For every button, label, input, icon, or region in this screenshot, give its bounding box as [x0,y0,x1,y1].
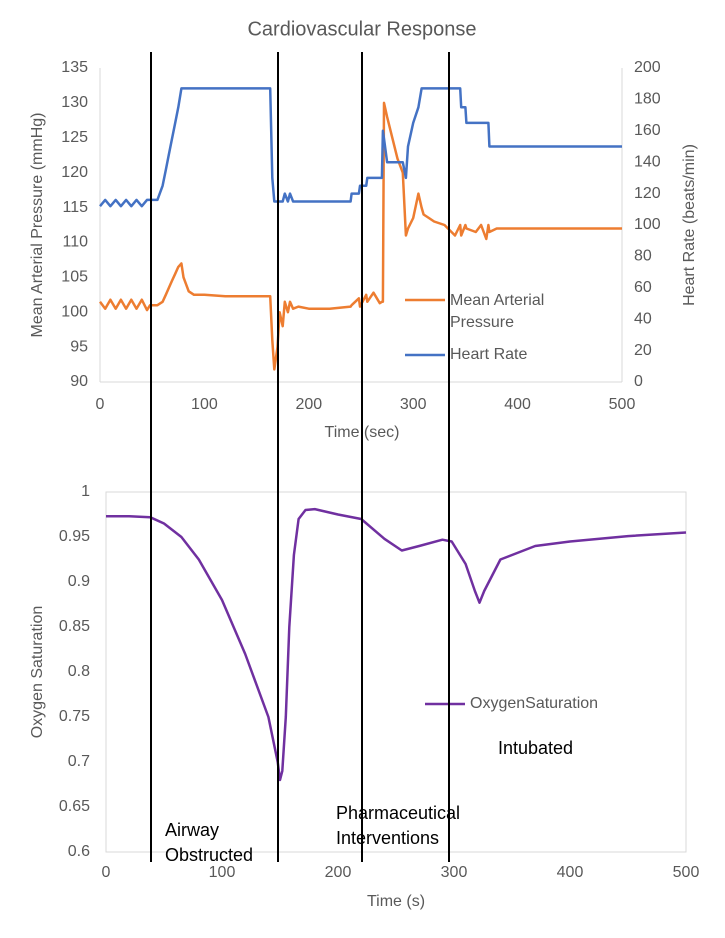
x-axis-title: Time (s) [367,893,425,910]
y2-tick-label: 120 [634,185,661,202]
x-tick-label: 400 [557,864,584,881]
x-tick-label: 0 [96,396,105,413]
legend-label: Mean Arterial Pressure [450,292,545,331]
x-tick-label: 400 [504,396,531,413]
y2-tick-label: 40 [634,310,652,327]
y-tick-label: 125 [61,129,88,146]
annotation: Intubated [498,738,574,758]
y-axis-title: Oxygen Saturation [29,606,46,739]
x-tick-label: 200 [325,864,352,881]
y-tick-label: 105 [61,269,88,286]
y-tick-label: 130 [61,94,88,111]
data-line [99,87,622,208]
y-tick-label: 1 [81,483,90,500]
y2-tick-label: 200 [634,59,661,76]
y2-tick-label: 60 [634,279,652,296]
annotation: Pharmaceutical Interventions [336,803,461,848]
y2-axis-title: Heart Rate (beats/min) [681,144,698,306]
x-tick-label: 300 [441,864,468,881]
y-tick-label: 0.9 [68,573,90,590]
y2-tick-label: 160 [634,122,661,139]
y-tick-label: 0.65 [59,798,90,815]
x-axis-title: Time (sec) [325,424,400,441]
y-tick-label: 100 [61,303,88,320]
x-tick-label: 500 [609,396,636,413]
y2-tick-label: 100 [634,216,661,233]
chart-title: Cardiovascular Response [247,18,476,40]
y-tick-label: 0.85 [59,618,90,635]
x-tick-label: 0 [102,864,111,881]
x-tick-label: 100 [209,864,236,881]
legend-label: OxygenSaturation [470,695,599,712]
y-tick-label: 0.7 [68,753,90,770]
x-tick-label: 100 [191,396,218,413]
y-tick-label: 0.95 [59,528,90,545]
y-tick-label: 115 [62,199,88,216]
y-tick-label: 120 [61,164,88,181]
y-tick-label: 0.8 [68,663,90,680]
data-line [99,101,622,371]
y-tick-label: 0.6 [68,843,90,860]
x-tick-label: 200 [295,396,322,413]
legend-label: Heart Rate [450,346,528,363]
y2-tick-label: 80 [634,248,652,265]
axes [99,68,687,853]
y-tick-label: 135 [61,59,88,76]
y-axis-title: Mean Arterial Pressure (mmHg) [29,113,46,338]
y-tick-label: 110 [62,234,88,251]
x-tick-label: 300 [400,396,427,413]
y2-tick-label: 140 [634,153,661,170]
annotation: Airway Obstructed [165,820,254,865]
y-tick-label: 90 [70,373,88,390]
x-tick-label: 500 [673,864,700,881]
y2-tick-label: 180 [634,91,661,108]
y-tick-label: 0.75 [59,708,90,725]
y2-tick-label: 20 [634,342,652,359]
data-line [106,507,687,782]
y2-tick-label: 0 [634,373,643,390]
y-tick-label: 95 [70,338,88,355]
